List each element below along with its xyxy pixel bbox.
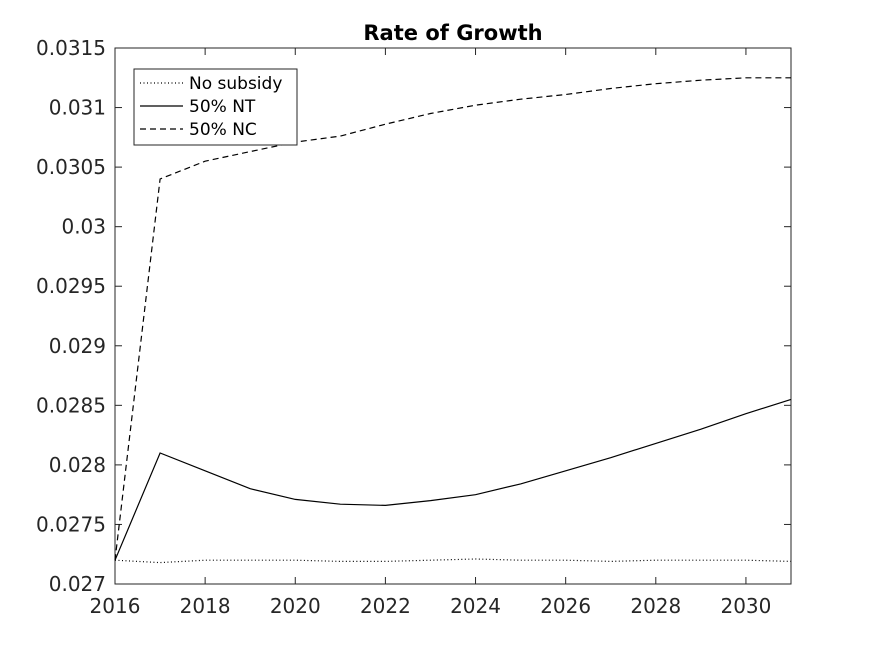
x-tick-label: 2026 [540, 594, 591, 618]
y-tick-label: 0.03 [61, 215, 106, 239]
y-tick-label: 0.028 [49, 453, 106, 477]
y-tick-label: 0.0295 [36, 274, 106, 298]
series-group [114, 77, 792, 564]
legend-label-50-nt: 50% NT [189, 97, 256, 117]
series-line-no-subsidy [114, 558, 792, 564]
y-tick-label: 0.0315 [36, 36, 106, 60]
y-tick-label: 0.029 [49, 334, 106, 358]
x-tick-label: 2018 [180, 594, 231, 618]
y-tick-label: 0.0305 [36, 155, 106, 179]
chart-title: Rate of Growth [363, 21, 542, 45]
legend: No subsidy 50% NT 50% NC [133, 68, 298, 146]
axes-box [114, 47, 792, 585]
x-tick-label: 2020 [270, 594, 321, 618]
x-tick-label: 2030 [720, 594, 771, 618]
x-tick-label: 2024 [450, 594, 501, 618]
x-axis: 2016 2018 2020 2022 2024 2026 2028 2030 [90, 48, 771, 618]
y-tick-label: 0.031 [49, 96, 106, 120]
x-tick-label: 2022 [360, 594, 411, 618]
y-tick-label: 0.0285 [36, 393, 106, 417]
y-tick-label: 0.0275 [36, 512, 106, 536]
legend-label-no-subsidy: No subsidy [189, 74, 282, 94]
legend-box [133, 68, 298, 146]
x-tick-label: 2016 [90, 594, 141, 618]
y-tick-label: 0.027 [49, 572, 106, 596]
plot-area: 2016 2018 2020 2022 2024 2026 2028 2030 0.0270.… [36, 36, 792, 618]
x-tick-label: 2028 [630, 594, 681, 618]
series-line-50-nc [114, 77, 791, 561]
series-line-50-nt [114, 398, 792, 561]
legend-label-50-nc: 50% NC [189, 120, 257, 140]
y-axis: 0.027 0.0275 0.028 0.0285 0.029 0.0295 0.03 0.0… [36, 36, 791, 596]
